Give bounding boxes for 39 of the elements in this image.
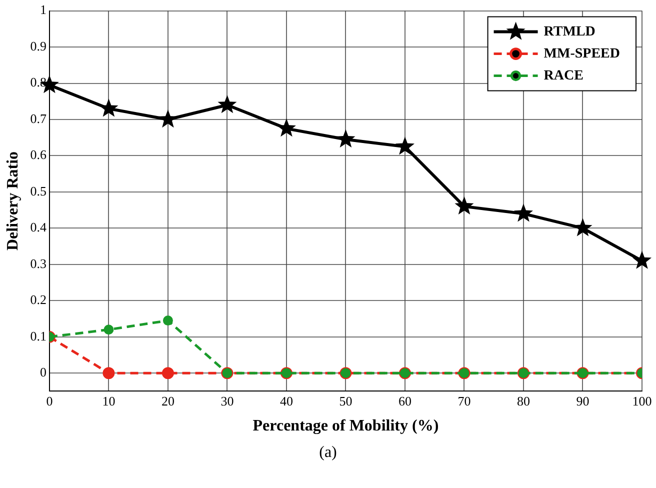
point xyxy=(162,367,174,380)
point xyxy=(276,118,296,137)
x-tick-label: 60 xyxy=(398,393,412,408)
y-axis-title: Delivery Ratio xyxy=(4,151,22,251)
y-tick-label: 0.4 xyxy=(30,220,47,235)
x-tick-label: 30 xyxy=(220,393,234,408)
x-tick-label: 40 xyxy=(280,393,293,408)
x-tick-label: 90 xyxy=(576,393,590,408)
legend-label: MM-SPEED xyxy=(544,46,620,62)
point xyxy=(218,94,237,114)
point xyxy=(632,250,652,269)
y-tick-label: 1 xyxy=(40,2,46,18)
y-tick-label: 0.9 xyxy=(30,38,46,54)
point xyxy=(336,129,356,148)
y-tick-label: 0.3 xyxy=(30,256,46,271)
y-tick-label: 0.5 xyxy=(30,183,46,198)
x-tick-label: 100 xyxy=(632,393,652,408)
y-tick-label: 0.1 xyxy=(30,328,46,344)
x-tick-label: 50 xyxy=(339,393,352,408)
x-tick-label: 80 xyxy=(516,393,530,408)
y-tick-label: 0.7 xyxy=(30,110,47,126)
text: (a) xyxy=(318,444,338,462)
x-tick-label: 20 xyxy=(161,393,174,408)
point xyxy=(102,367,115,380)
point xyxy=(162,316,173,326)
point xyxy=(99,98,118,117)
x-tick-label: 70 xyxy=(458,393,471,408)
legend-label: RTMLD xyxy=(544,24,596,40)
y-tick-label: 0 xyxy=(40,364,46,380)
point xyxy=(104,324,114,335)
x-tick-label: 10 xyxy=(102,393,116,408)
point xyxy=(514,204,533,222)
point xyxy=(158,109,178,128)
legend-label: RACE xyxy=(544,68,584,84)
x-axis-title: Percentage of Mobility (%) xyxy=(252,418,439,435)
point xyxy=(454,196,474,215)
y-tick-label: 0.6 xyxy=(30,147,47,162)
y-tick-label: 0.2 xyxy=(30,292,46,308)
point xyxy=(395,136,414,155)
